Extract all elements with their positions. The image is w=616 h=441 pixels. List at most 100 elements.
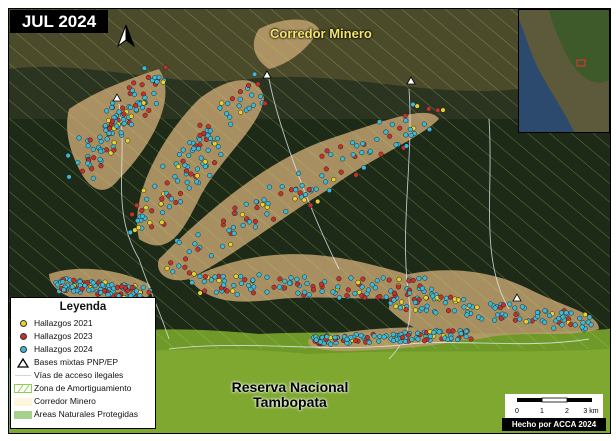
finding-2024-point	[177, 199, 183, 205]
finding-2024-point	[139, 213, 145, 219]
finding-2024-point	[551, 325, 557, 331]
finding-2024-point	[288, 275, 294, 281]
finding-2021-point	[233, 273, 239, 279]
finding-2024-point	[372, 285, 378, 291]
finding-2024-point	[463, 328, 469, 334]
finding-2024-point	[243, 201, 249, 207]
finding-2024-point	[246, 219, 253, 225]
finding-2023-point	[146, 107, 152, 113]
finding-2023-point	[188, 171, 194, 177]
finding-2023-point	[568, 321, 574, 328]
finding-2024-point	[388, 288, 394, 294]
finding-2024-point	[299, 183, 305, 189]
finding-2024-point	[212, 274, 218, 280]
finding-2024-point	[202, 163, 209, 170]
finding-2024-point	[340, 156, 346, 162]
base-triangle-icon	[512, 293, 522, 302]
finding-2024-point	[186, 185, 192, 191]
finding-2023-point	[450, 328, 456, 334]
finding-2024-point	[207, 135, 214, 142]
finding-2024-point	[360, 141, 366, 147]
finding-2021-point	[202, 159, 208, 165]
finding-2023-point	[119, 284, 125, 290]
finding-2023-point	[242, 277, 248, 283]
finding-2024-point	[76, 135, 82, 141]
finding-2024-point	[422, 275, 428, 281]
legend-item-corridor: Corredor Minero	[11, 395, 155, 408]
finding-2021-point	[228, 241, 234, 248]
finding-2024-point	[390, 338, 396, 344]
legend: Leyenda Hallazgos 2021 Hallazgos 2023 Ha…	[10, 297, 156, 429]
finding-2024-point	[359, 150, 365, 156]
finding-2024-point	[294, 276, 300, 282]
finding-2023-point	[177, 190, 184, 196]
finding-2023-point	[182, 264, 188, 270]
finding-2024-point	[415, 336, 421, 342]
finding-2023-point	[195, 246, 201, 252]
finding-2024-point	[328, 341, 334, 347]
finding-2024-point	[466, 302, 472, 308]
finding-2021-point	[216, 278, 222, 284]
finding-2024-point	[381, 334, 387, 340]
finding-2024-point	[391, 297, 397, 303]
finding-2023-point	[164, 180, 170, 186]
yellow-dot-icon	[19, 320, 27, 327]
scale-tick: 1	[540, 408, 544, 415]
finding-2024-point	[354, 143, 360, 149]
finding-2024-point	[419, 285, 425, 291]
finding-2021-point	[455, 297, 462, 303]
finding-2023-point	[71, 277, 77, 283]
finding-2023-point	[426, 106, 432, 112]
finding-2021-point	[292, 196, 298, 202]
finding-2023-point	[324, 148, 330, 154]
finding-2024-point	[313, 186, 319, 192]
finding-2024-point	[408, 132, 414, 138]
finding-2023-point	[202, 288, 208, 294]
finding-2023-point	[306, 187, 312, 193]
finding-2024-point	[397, 305, 403, 311]
finding-2023-point	[220, 218, 227, 224]
finding-2024-point	[90, 280, 96, 286]
finding-2024-point	[424, 303, 430, 309]
finding-2023-point	[395, 284, 401, 290]
finding-2024-point	[296, 170, 302, 176]
finding-2024-point	[302, 289, 308, 295]
finding-2024-point	[326, 187, 332, 193]
red-dot-icon	[19, 333, 27, 340]
finding-2023-point	[255, 81, 261, 87]
reserve-label: Reserva Nacional Tambopata	[215, 380, 365, 410]
finding-2023-point	[224, 288, 230, 294]
finding-2024-point	[336, 295, 342, 301]
finding-2024-point	[374, 278, 380, 284]
finding-2024-point	[106, 130, 112, 136]
finding-2023-point	[386, 277, 392, 283]
finding-2024-point	[248, 286, 254, 292]
finding-2023-point	[110, 118, 116, 124]
finding-2021-point	[239, 212, 245, 218]
finding-2024-point	[253, 199, 259, 205]
finding-2024-point	[97, 156, 103, 162]
finding-2023-point	[183, 256, 189, 262]
finding-2024-point	[301, 274, 308, 280]
protected-swatch-icon	[14, 410, 32, 419]
finding-2023-point	[205, 124, 211, 130]
finding-2024-point	[114, 123, 120, 129]
finding-2024-point	[542, 319, 548, 325]
finding-2024-point	[66, 174, 72, 180]
finding-2024-point	[358, 333, 364, 339]
finding-2024-point	[303, 192, 309, 198]
finding-2024-point	[282, 278, 288, 284]
finding-2023-point	[282, 285, 288, 291]
finding-2023-point	[468, 336, 474, 342]
finding-2024-point	[97, 134, 103, 140]
finding-2023-point	[435, 107, 441, 113]
legend-item-bases: Bases mixtas PNP/EP	[11, 356, 155, 369]
finding-2021-point	[125, 138, 131, 144]
finding-2024-point	[330, 289, 336, 295]
finding-2021-point	[128, 113, 134, 119]
finding-2024-point	[172, 174, 178, 180]
finding-2024-point	[128, 121, 134, 128]
finding-2024-point	[207, 172, 213, 179]
finding-2021-point	[147, 220, 153, 226]
finding-2021-point	[523, 319, 529, 325]
